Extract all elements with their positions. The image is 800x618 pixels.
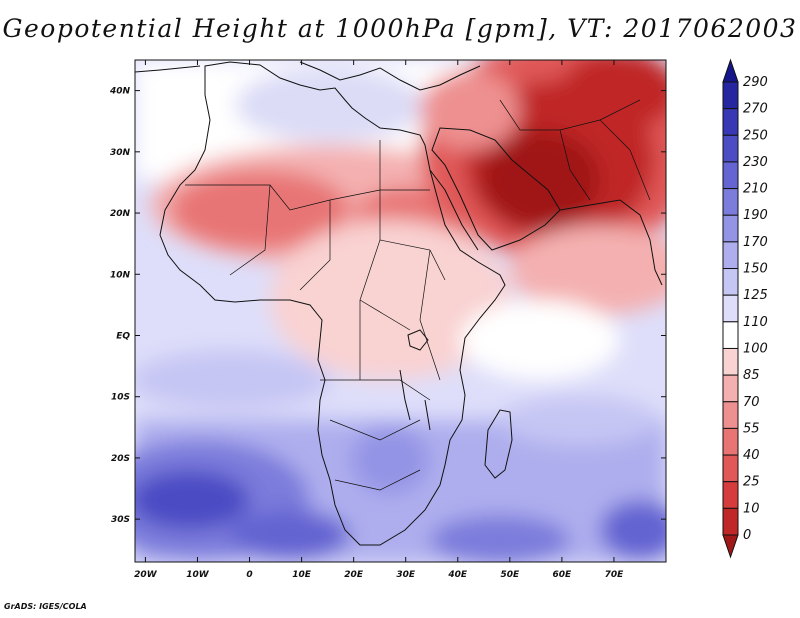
colorbar-label: 290 — [743, 75, 768, 90]
colorbar-label: 0 — [743, 528, 751, 543]
colorbar-box — [722, 268, 739, 296]
lon-tick-label: 10E — [292, 570, 312, 580]
colorbar-max-arrow — [722, 58, 739, 83]
field-west-sahara-low — [170, 170, 350, 250]
coastlines — [135, 61, 663, 546]
colorbar-box — [722, 321, 739, 349]
field-southeast-high — [600, 500, 666, 560]
colorbar-label: 250 — [743, 128, 768, 143]
map-panel: 20W 10W 0 10E 20E 30E 40E 50E 60E 70E 40N 30N 20N 10… — [109, 59, 667, 580]
field-atlantic-high-core — [135, 470, 250, 530]
grads-credit: GrADS: IGES/COLA — [4, 602, 87, 611]
lat-tick-label: 10N — [110, 270, 131, 280]
madagascar — [484, 409, 513, 479]
lat-tick-label: 20S — [111, 454, 130, 464]
colorbar-label: 25 — [743, 475, 760, 490]
colorbar-box — [722, 347, 739, 376]
lon-tick-label: 70E — [605, 570, 625, 580]
colorbar-label: 85 — [743, 368, 760, 383]
colorbar-box — [722, 241, 739, 270]
colorbar-box — [722, 161, 739, 190]
lon-tick-label: 20W — [134, 570, 158, 580]
field-equatorial-indian — [460, 300, 620, 380]
iran-india-coast — [559, 199, 663, 286]
field-indian-ocean-mid — [500, 395, 660, 445]
colorbar-box — [722, 134, 739, 163]
colorbar-label: 150 — [743, 262, 768, 277]
field-southern-africa — [350, 425, 430, 495]
red-sea-coast — [429, 169, 479, 251]
lake-tanganyika — [399, 369, 411, 421]
colorbar-box — [722, 214, 739, 243]
country-borders — [185, 99, 651, 491]
lon-tick-label: 50E — [500, 570, 520, 580]
colorbar-box — [722, 401, 739, 429]
colorbar-label: 100 — [743, 341, 768, 356]
chart-title: Geopotential Height at 1000hPa [gpm], VT… — [2, 14, 798, 43]
field-arabian-sea — [510, 225, 666, 315]
field-mediterranean-high — [235, 67, 425, 143]
colorbar-label: 125 — [743, 288, 768, 303]
colorbar-label: 70 — [743, 395, 760, 410]
lon-tick-label: 10W — [186, 570, 210, 580]
colorbar-box — [722, 374, 739, 403]
height-field — [135, 60, 666, 562]
colorbar-box — [722, 427, 739, 456]
field-turkey-low — [420, 70, 520, 150]
latitude-axis: 40N 30N 20N 10N EQ 10S 20S 30S — [109, 87, 666, 525]
colorbar-label: 190 — [743, 208, 768, 223]
colorbar-box — [722, 81, 739, 110]
colorbar-label: 210 — [743, 182, 768, 197]
colorbar: 2902702502302101901701501251101008570554… — [722, 58, 768, 559]
colorbar-label: 270 — [743, 102, 768, 117]
colorbar-box — [722, 454, 739, 483]
lon-tick-label: 0 — [246, 570, 252, 580]
map-frame — [134, 59, 667, 563]
lon-tick-label: 60E — [553, 570, 573, 580]
lat-tick-label: 30N — [110, 148, 131, 158]
africa-coastline — [159, 61, 506, 546]
lon-tick-label: 30E — [396, 570, 416, 580]
colorbar-box — [722, 188, 739, 216]
colorbar-label: 40 — [743, 448, 760, 463]
lake-victoria — [407, 329, 429, 351]
colorbar-box — [722, 294, 739, 323]
lat-tick-label: 10S — [111, 393, 130, 403]
colorbar-min-arrow — [722, 534, 739, 559]
field-indian-ocean-high — [430, 515, 570, 562]
lat-tick-label: 20N — [110, 209, 131, 219]
colorbar-label: 110 — [743, 315, 768, 330]
colorbar-label: 10 — [743, 501, 760, 516]
lat-tick-label: 30S — [111, 515, 130, 525]
field-north-asia-low — [560, 60, 666, 130]
longitude-axis: 20W 10W 0 10E 20E 30E 40E 50E 60E 70E — [134, 60, 624, 580]
colorbar-box — [722, 108, 739, 136]
lon-tick-label: 40E — [447, 570, 468, 580]
lat-tick-label: EQ — [116, 331, 130, 341]
lon-tick-label: 20E — [344, 570, 364, 580]
field-asia-low-core — [480, 130, 600, 230]
field-gulf-of-guinea — [135, 350, 330, 410]
colorbar-box — [722, 481, 739, 509]
colorbar-label: 230 — [743, 155, 768, 170]
colorbar-label: 55 — [743, 421, 760, 436]
lat-tick-label: 40N — [109, 87, 131, 97]
colorbar-label: 170 — [743, 235, 768, 250]
europe-coast — [135, 61, 481, 91]
field-southwest-high — [230, 510, 350, 560]
lake-malawi — [424, 399, 431, 431]
colorbar-box — [722, 507, 739, 536]
